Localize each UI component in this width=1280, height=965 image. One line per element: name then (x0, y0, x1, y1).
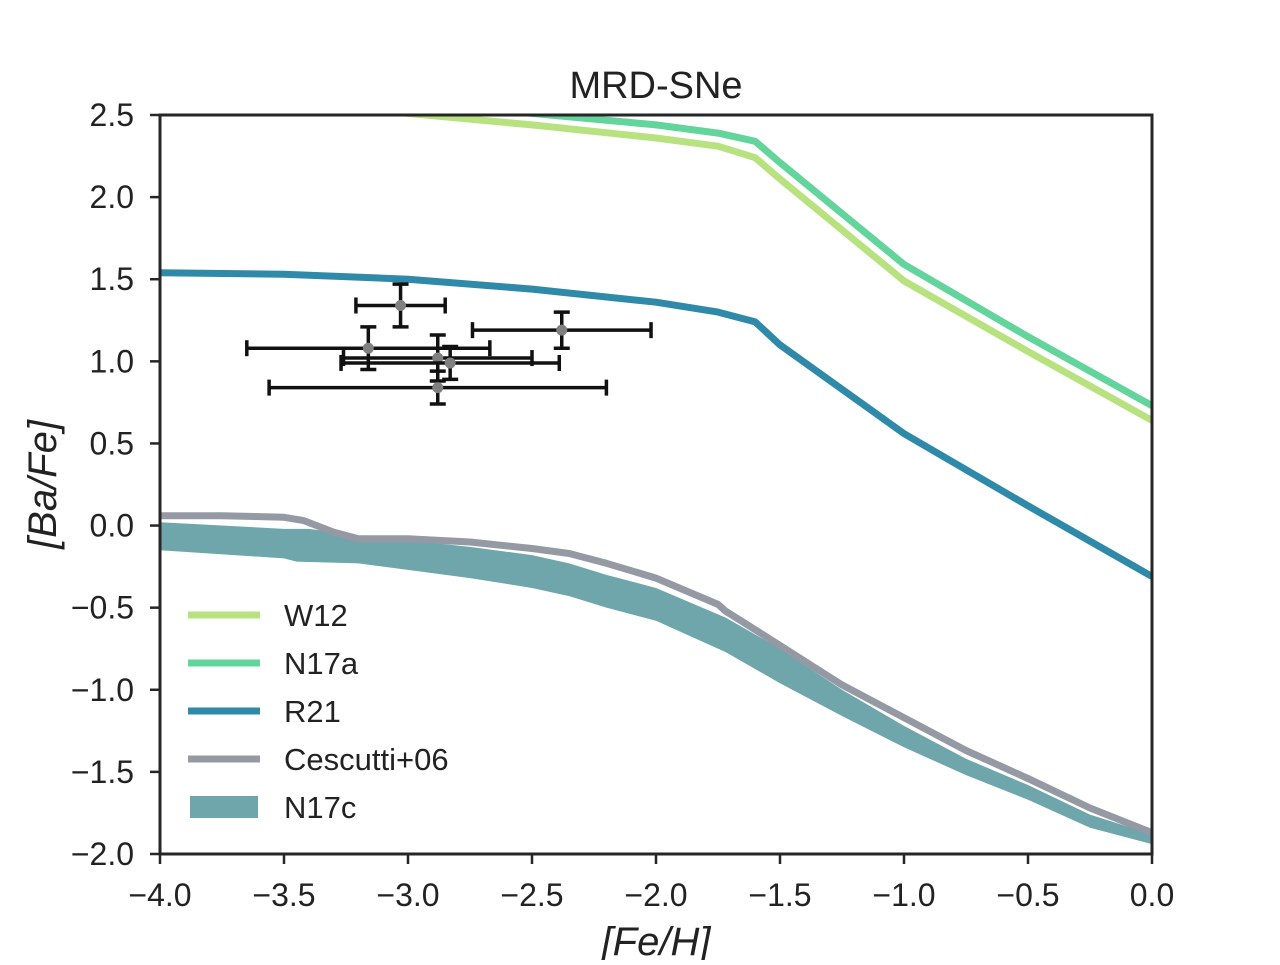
y-tick-label: 2.0 (90, 179, 134, 215)
x-tick-label: −2.0 (624, 877, 687, 913)
data-point (354, 282, 447, 329)
legend-item-n17c: N17c (190, 790, 356, 825)
errorbars-layer (245, 282, 653, 406)
x-tick-label: −1.5 (748, 877, 811, 913)
x-tick-label: −0.5 (996, 877, 1059, 913)
x-tick-label: −4.0 (128, 877, 191, 913)
y-tick-label: 0.5 (90, 425, 134, 461)
y-axis-label: [Ba/Fe] (21, 419, 65, 550)
data-point-marker (432, 352, 444, 364)
legend-label: Cescutti+06 (284, 742, 449, 777)
x-tick-label: −2.5 (500, 877, 563, 913)
legend-item-n17a: N17a (188, 646, 359, 681)
data-point-marker (395, 299, 407, 311)
legend-label: W12 (284, 598, 348, 633)
y-tick-label: 2.5 (90, 97, 134, 133)
y-tick-label: −2.0 (71, 836, 134, 872)
legend-swatch (190, 796, 258, 818)
series-line-cescutti-06 (160, 512, 1152, 836)
legend-label: N17c (284, 790, 356, 825)
y-tick-label: −1.5 (71, 754, 134, 790)
data-point-marker (556, 324, 568, 336)
y-tick-label: 1.0 (90, 343, 134, 379)
legend-item-cescutti-06: Cescutti+06 (188, 742, 449, 777)
data-point-marker (432, 382, 444, 394)
series-line-r21 (160, 269, 1152, 580)
series-line-n17a (508, 115, 1152, 409)
lines-layer (160, 115, 1152, 836)
ticks-layer: −4.0 −3.5 −3.0 −2.5 −2.0 −1.5 −1.0 −0.5 0.0 −2.0 −… (71, 97, 1174, 913)
data-point-marker (444, 357, 456, 369)
y-tick-label: −0.5 (71, 590, 134, 626)
legend-label: N17a (284, 646, 359, 681)
data-point (339, 344, 562, 382)
legend: W12 N17a R21 Cescutti+06 N17c (188, 598, 449, 825)
x-tick-label: −3.5 (252, 877, 315, 913)
y-tick-label: 1.5 (90, 261, 134, 297)
data-point-marker (362, 342, 374, 354)
chart-title: MRD-SNe (569, 65, 742, 107)
data-point (470, 310, 653, 350)
y-tick-label: 0.0 (90, 508, 134, 544)
data-point (267, 369, 609, 406)
x-axis-label: [Fe/H] (601, 920, 712, 960)
x-tick-label: 0.0 (1130, 877, 1174, 913)
legend-label: R21 (284, 694, 341, 729)
legend-item-w12: W12 (188, 598, 348, 633)
series-band-n17c (160, 522, 1152, 845)
y-tick-label: −1.0 (71, 672, 134, 708)
series-line-w12 (387, 115, 1152, 424)
legend-item-r21: R21 (188, 694, 341, 729)
x-tick-label: −3.0 (376, 877, 439, 913)
bands-layer (160, 522, 1152, 845)
x-tick-label: −1.0 (872, 877, 935, 913)
